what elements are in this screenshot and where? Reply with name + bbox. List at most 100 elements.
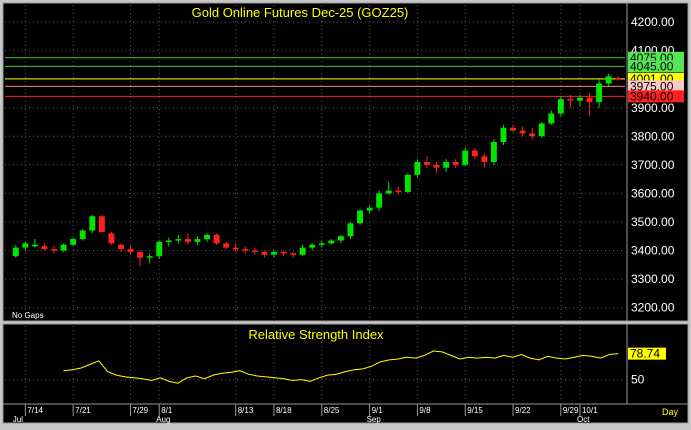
candle-body <box>251 250 258 252</box>
time-axis-panel <box>2 403 689 424</box>
candle-body <box>414 162 421 175</box>
price-candles <box>12 73 622 267</box>
candle-body <box>22 243 29 248</box>
candle-body <box>146 256 153 258</box>
candle-body <box>605 76 612 84</box>
candle-body <box>395 190 402 193</box>
candle-body <box>529 133 536 137</box>
candle-body <box>443 162 450 168</box>
candle-body <box>118 244 124 250</box>
price-level-tag <box>628 90 684 103</box>
price-chart-title: Gold Online Futures Dec-25 (GOZ25) <box>192 5 409 20</box>
candle-body <box>309 244 316 248</box>
candle-body <box>232 247 239 250</box>
rsi-current-label: 78.74 <box>630 347 660 361</box>
candle-body <box>462 150 469 165</box>
rsi-line <box>63 350 619 384</box>
candle-body <box>510 127 516 131</box>
candle-body <box>79 230 86 240</box>
price-panel-background <box>2 2 628 322</box>
price-tick-label: 3800.00 <box>631 129 675 143</box>
price-tick-label: 3900.00 <box>631 101 675 115</box>
candle-body <box>433 164 440 168</box>
candle-body <box>165 240 172 242</box>
candle-body <box>404 174 411 192</box>
candle-body <box>12 247 19 257</box>
candle-body <box>223 243 230 248</box>
candle-body <box>98 216 105 232</box>
candle-body <box>376 193 383 208</box>
candle-body <box>242 249 249 251</box>
candle-body <box>481 156 488 162</box>
rsi-chart-title: Relative Strength Index <box>248 327 384 342</box>
rsi-series-line <box>63 350 619 384</box>
time-tick-label: 7/14 <box>27 406 43 415</box>
month-label: Aug <box>156 415 170 424</box>
candle-body <box>366 207 373 211</box>
candle-body <box>290 253 297 255</box>
rsi-tick-label: 50 <box>631 373 645 387</box>
time-tick-label: 8/25 <box>324 406 340 415</box>
candle-body <box>261 251 268 255</box>
time-tick-label: 9/8 <box>419 406 431 415</box>
no-gaps-note: No Gaps <box>12 311 44 320</box>
candle-body <box>175 239 182 241</box>
candle-body <box>577 97 583 101</box>
candle-body <box>204 234 210 240</box>
candle-body <box>299 247 306 255</box>
candle-body <box>557 99 564 114</box>
candle-body <box>586 97 593 103</box>
candle-body <box>41 246 48 250</box>
candle-body <box>596 83 603 103</box>
candle-body <box>318 243 325 245</box>
candle-body <box>70 239 77 245</box>
candle-body <box>452 162 459 165</box>
time-tick-label: 9/22 <box>515 406 531 415</box>
month-label: Jul <box>13 415 23 424</box>
candle-body <box>31 244 38 247</box>
rsi-axis: 50 78.74 <box>628 347 666 387</box>
period-label: Day <box>662 407 679 417</box>
price-level-tag <box>628 80 684 93</box>
time-tick-label: 8/13 <box>238 406 254 415</box>
price-tick-label: 3700.00 <box>631 158 675 172</box>
time-tick-label: 9/15 <box>467 406 483 415</box>
time-tick-label: 9/1 <box>372 406 384 415</box>
candle-body <box>424 162 430 165</box>
candle-body <box>538 123 545 137</box>
price-tick-label: 3600.00 <box>631 186 675 200</box>
candle-body <box>108 233 115 244</box>
price-axis: 3200.00 3300.00 3400.00 3500.00 3600.00 3700.… <box>628 15 684 315</box>
price-tick-label: 3500.00 <box>631 215 675 229</box>
rsi-grid <box>5 326 625 402</box>
candle-body <box>60 244 67 251</box>
price-tick-label: 3200.00 <box>631 301 675 315</box>
candle-body <box>127 249 134 252</box>
candle-body <box>471 150 478 157</box>
candle-body <box>280 251 287 254</box>
candle-body <box>519 130 526 134</box>
candle-body <box>615 77 622 80</box>
month-label: Oct <box>577 415 590 424</box>
candle-body <box>357 210 363 224</box>
time-tick-label: 8/1 <box>161 406 173 415</box>
rsi-panel-background <box>2 323 628 405</box>
time-tick-label: 8/18 <box>276 406 292 415</box>
candle-body <box>548 113 555 124</box>
time-tick-label: 7/21 <box>75 406 91 415</box>
price-level-tag <box>628 60 684 73</box>
candle-body <box>567 99 574 101</box>
candle-body <box>89 216 96 231</box>
rsi-current-tag <box>628 347 666 360</box>
price-level-label: 3975.00 <box>630 79 674 93</box>
candle-body <box>490 142 497 162</box>
time-tick-label: 7/29 <box>133 406 149 415</box>
candle-body <box>184 239 191 242</box>
candle-body <box>271 251 277 255</box>
time-axis: 7/14 7/21 7/29 8/1 8/13 8/18 8/25 9/1 9/8 9/15 9/2… <box>13 404 598 424</box>
candle-body <box>337 236 344 241</box>
rsi-axis-panel <box>626 323 689 405</box>
candle-body <box>51 249 57 251</box>
candle-body <box>156 241 163 257</box>
